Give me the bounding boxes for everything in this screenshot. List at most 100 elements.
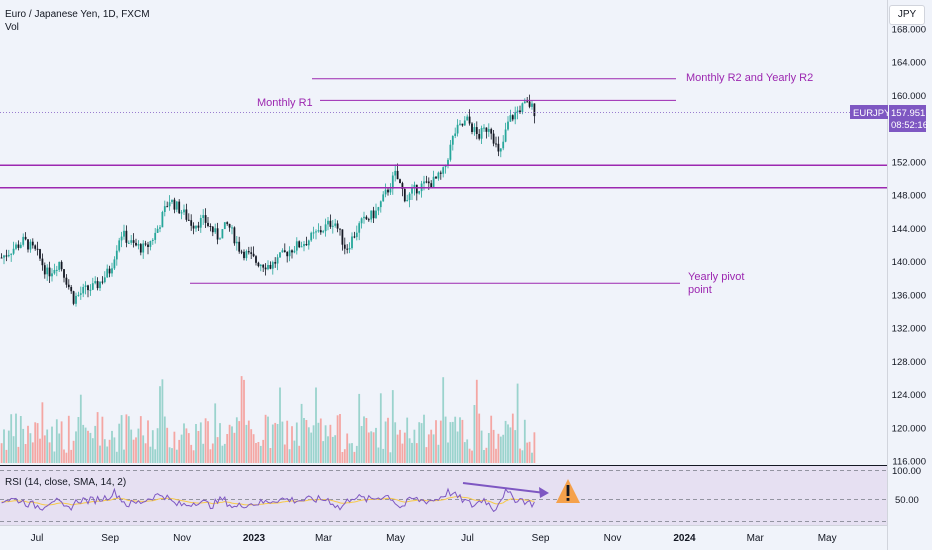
volume-bar bbox=[406, 417, 409, 463]
candle-body bbox=[514, 112, 517, 120]
volume-bar bbox=[163, 416, 166, 463]
volume-bar bbox=[497, 433, 500, 463]
volume-bar bbox=[466, 439, 469, 463]
candle-body bbox=[63, 269, 65, 278]
volume-bar bbox=[365, 418, 368, 463]
candle-body bbox=[427, 181, 430, 184]
candle-body bbox=[461, 123, 464, 126]
candle-body bbox=[473, 127, 476, 132]
candle-body bbox=[399, 179, 401, 184]
volume-bar bbox=[185, 428, 188, 463]
volume-bar bbox=[151, 430, 154, 463]
price-tick-label: 116.000 bbox=[892, 457, 926, 468]
candle-body bbox=[367, 219, 370, 221]
candle-body bbox=[451, 136, 454, 145]
candle-body bbox=[46, 267, 49, 275]
candle-body bbox=[197, 225, 200, 228]
volume-bar bbox=[509, 427, 512, 463]
candle-body bbox=[276, 257, 279, 264]
volume-bar bbox=[322, 441, 325, 463]
candle-body bbox=[154, 232, 157, 240]
candle-body bbox=[447, 159, 449, 165]
candle-body bbox=[175, 201, 178, 210]
price-tick-label: 148.000 bbox=[892, 191, 926, 202]
volume-bar bbox=[7, 430, 10, 463]
volume-bar bbox=[245, 424, 248, 463]
currency-button[interactable]: JPY bbox=[889, 5, 925, 25]
volume-bar bbox=[418, 422, 421, 463]
volume-bar bbox=[209, 449, 212, 463]
time-axis[interactable]: Jul Sep Nov 2023 Mar May Jul Sep Nov 2024 Mar May bbox=[31, 533, 837, 544]
candle-body bbox=[70, 287, 73, 292]
volume-bar bbox=[293, 440, 296, 463]
volume-bar bbox=[89, 432, 92, 463]
candle-body bbox=[43, 265, 46, 275]
volume-bar bbox=[29, 433, 32, 463]
candle-body bbox=[348, 248, 351, 250]
candle-body bbox=[101, 281, 104, 283]
volume-bar bbox=[415, 443, 418, 463]
candle-body bbox=[394, 170, 397, 176]
volume-bar bbox=[315, 387, 317, 463]
volume-bar bbox=[372, 432, 375, 463]
candle-body bbox=[223, 222, 226, 229]
candle-body bbox=[478, 134, 481, 139]
volume-bar bbox=[183, 423, 185, 463]
volume-bar bbox=[79, 394, 82, 463]
candle-body bbox=[180, 212, 183, 214]
volume-bar bbox=[343, 449, 346, 463]
candle-body bbox=[300, 246, 303, 248]
candle-body bbox=[166, 206, 169, 208]
price-tick-label: 168.000 bbox=[892, 25, 926, 36]
volume-bar bbox=[36, 423, 39, 463]
volume-bar bbox=[175, 449, 178, 463]
candle-body bbox=[293, 250, 296, 253]
candle-body bbox=[528, 101, 531, 107]
candle-body bbox=[483, 127, 485, 129]
candle-body bbox=[53, 270, 56, 274]
candle-body bbox=[533, 103, 536, 117]
volume-bar bbox=[65, 452, 68, 463]
volume-bar bbox=[106, 446, 109, 463]
candle-body bbox=[48, 267, 51, 277]
candle-body bbox=[207, 222, 209, 226]
candle-body bbox=[466, 116, 469, 121]
volume-bar bbox=[161, 379, 164, 463]
volume-bar bbox=[211, 443, 214, 463]
candle-body bbox=[226, 222, 229, 224]
volume-bar bbox=[360, 426, 363, 463]
volume-bar bbox=[485, 447, 488, 463]
volume-bar bbox=[156, 428, 159, 463]
candle-body bbox=[127, 242, 130, 244]
candle-body bbox=[317, 230, 320, 232]
candle-body bbox=[502, 141, 505, 149]
volume-bar bbox=[51, 426, 53, 463]
volume-bar bbox=[113, 437, 116, 463]
volume-bar bbox=[269, 448, 272, 463]
rsi-line bbox=[1, 487, 535, 513]
candle-body bbox=[521, 103, 524, 113]
volume-bar bbox=[411, 442, 413, 463]
candle-body bbox=[173, 199, 176, 210]
candle-body bbox=[257, 262, 260, 267]
rsi-upper-label: 100.00 bbox=[892, 466, 921, 477]
candle-body bbox=[75, 295, 77, 304]
volume-bar bbox=[48, 442, 51, 463]
volume-bar bbox=[425, 447, 428, 463]
candle-body bbox=[526, 101, 529, 103]
volume-bar bbox=[461, 419, 464, 463]
time-tick-label: May bbox=[386, 533, 405, 544]
volume-bar bbox=[492, 429, 495, 463]
candle-body bbox=[279, 252, 281, 258]
candle-body bbox=[360, 218, 363, 224]
volume-bar bbox=[257, 442, 260, 463]
candle-body bbox=[471, 123, 473, 132]
candle-body bbox=[171, 199, 173, 203]
volume-bar bbox=[34, 422, 37, 463]
candle-body bbox=[459, 123, 461, 125]
volume-bar bbox=[197, 431, 200, 463]
volume-bar bbox=[75, 431, 77, 463]
candle-body bbox=[108, 268, 111, 274]
price-axis[interactable]: 168.000 164.000 160.000 152.000 148.000 144.0… bbox=[892, 25, 926, 468]
